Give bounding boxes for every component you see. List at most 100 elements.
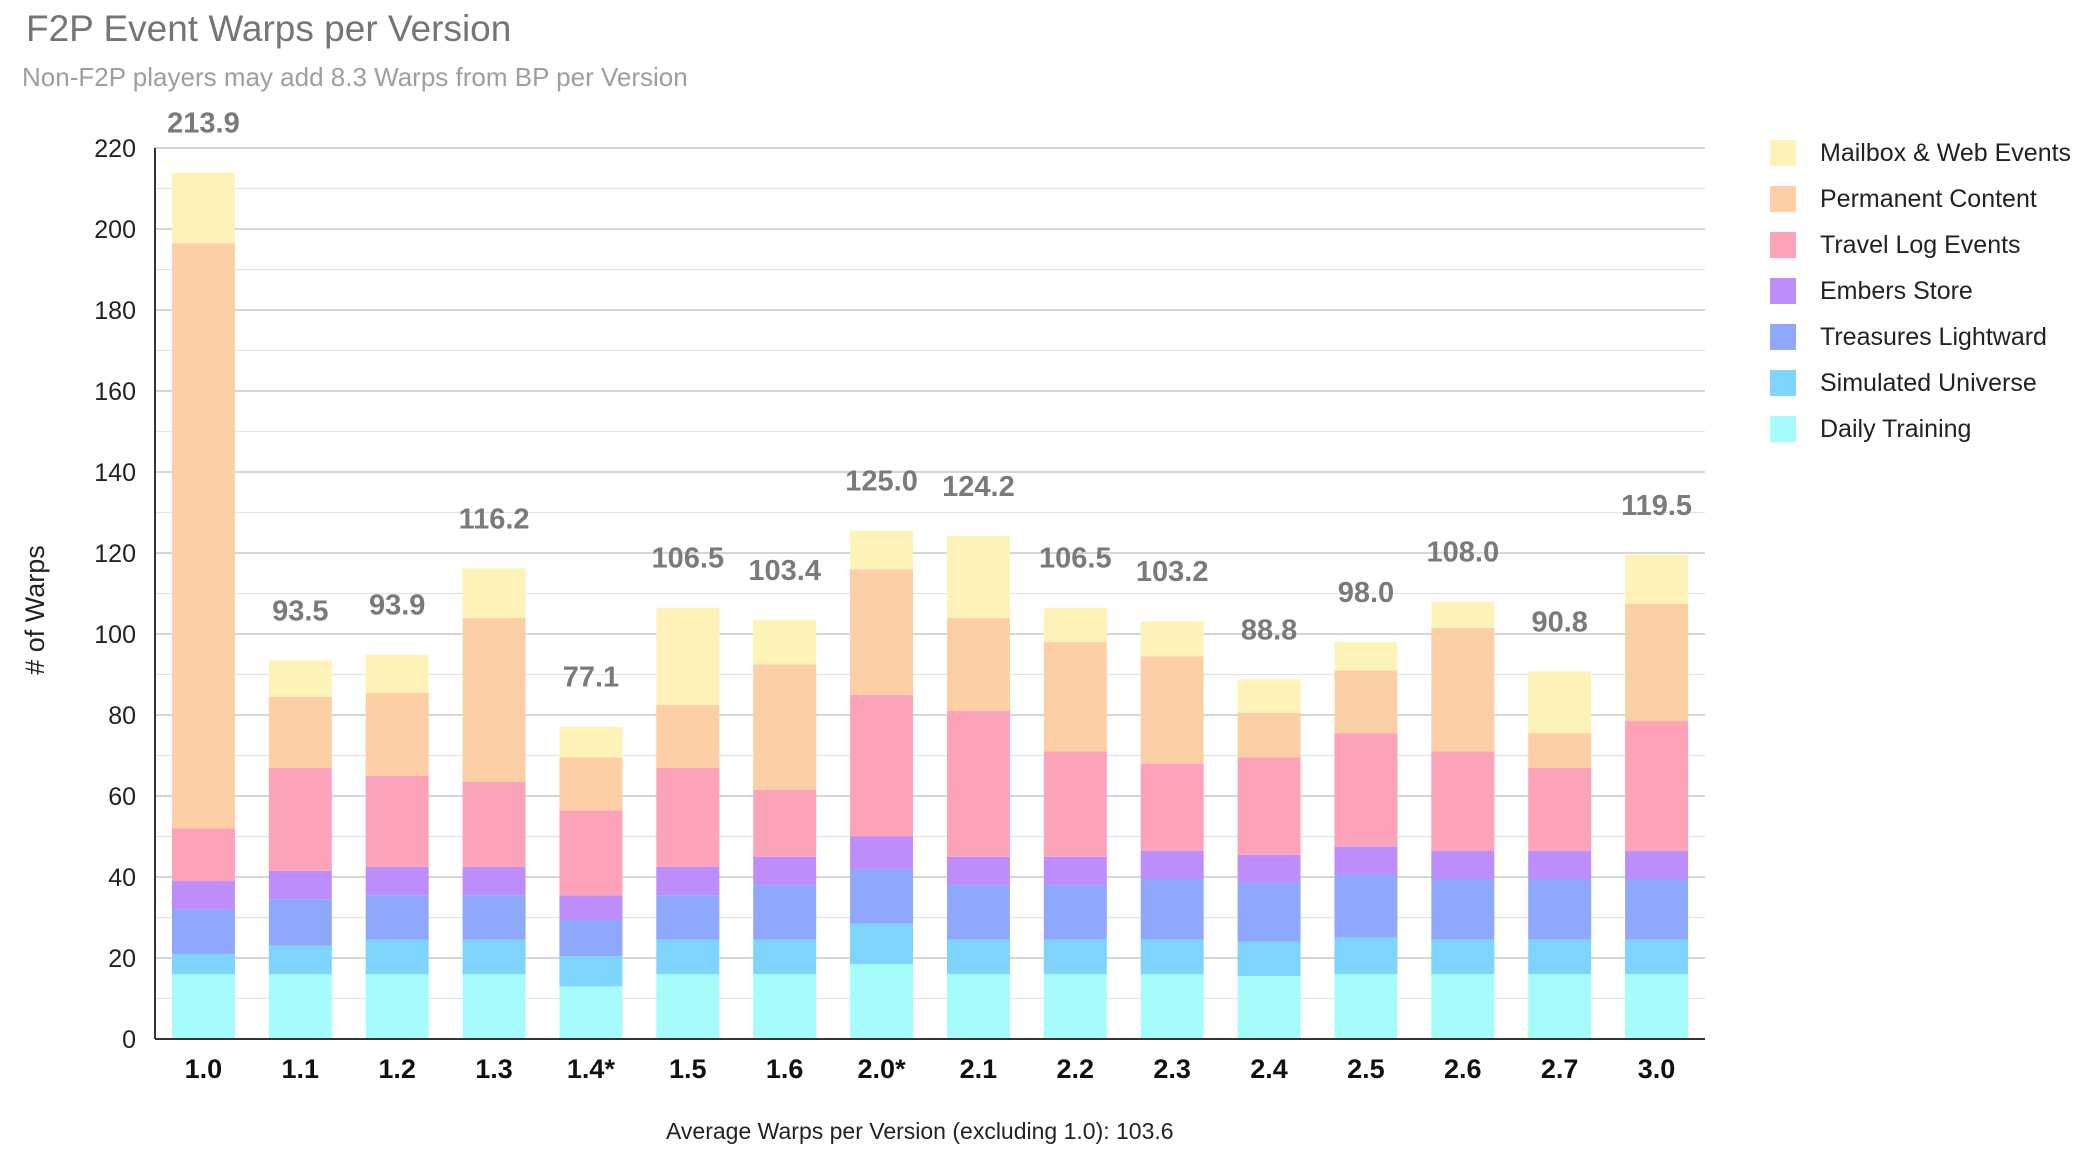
x-tick-label: 1.5 [669,1054,707,1084]
bar-total-label: 125.0 [845,466,918,498]
x-tick-label: 1.6 [766,1054,804,1084]
legend-swatch [1770,232,1796,258]
y-tick-label: 140 [94,459,136,487]
bar-segment [1625,721,1689,851]
bar-segment [1528,767,1592,851]
bar-segment [1140,850,1204,880]
bar-segment [1140,656,1204,764]
bar-segment [753,789,817,857]
bar-segment [1140,939,1204,975]
legend-swatch [1770,324,1796,350]
bar-segment [753,939,817,975]
x-tick-label: 3.0 [1638,1054,1676,1084]
bar-segment [946,617,1010,711]
bar-segment [462,866,526,896]
bar-segment [171,953,235,975]
bar-segment [365,692,429,776]
legend-item: Permanent Content [1770,176,2071,222]
bar-segment [1528,974,1592,1039]
labels: 1.0 213.9 1.1 93.5 1.2 93.9 1.3 116.2 1.4* 77.1 1.… [167,108,1692,1084]
bar-segment [850,530,914,570]
bar-segment [656,607,720,705]
bar-segment [1043,642,1107,752]
y-tick-label: 0 [122,1026,136,1054]
bar-segment [462,568,526,618]
bar-segment [559,919,623,956]
legend-label: Permanent Content [1820,184,2037,213]
legend-label: Embers Store [1820,276,1973,305]
bar-segment [171,828,235,882]
legend-label: Mailbox & Web Events [1820,138,2072,167]
bar-segment [1237,757,1301,855]
bar-segment [946,974,1010,1039]
bar-segment [1625,879,1689,940]
y-tick-label: 160 [94,378,136,406]
bar-segment [171,974,235,1039]
bar-segment [1043,885,1107,940]
y-tick-label: 180 [94,297,136,325]
bar-segment [656,974,720,1039]
bar-segment [1431,601,1495,628]
bar-total-label: 106.5 [652,543,725,575]
legend-swatch [1770,416,1796,442]
bar-total-label: 116.2 [459,503,530,535]
bar-total-label: 88.8 [1241,614,1297,646]
bar-segment [1140,621,1204,657]
bar-total-label: 119.5 [1621,490,1692,522]
bar-segment [753,856,817,886]
bar-segment [946,939,1010,975]
bar-segment [462,974,526,1039]
y-tick-label: 200 [94,216,136,244]
bar-segment [1625,939,1689,975]
bar-segment [656,704,720,768]
bar-segment [1237,976,1301,1039]
bar-segment [1528,879,1592,940]
legend-item: Mailbox & Web Events [1770,130,2071,176]
bar-segment [1043,974,1107,1039]
bar-segment [462,781,526,867]
chart-title: F2P Event Warps per Version [26,8,512,49]
x-tick-label: 1.1 [282,1054,320,1084]
x-tick-label: 1.4* [567,1054,616,1084]
bar-total-label: 213.9 [167,108,240,140]
bar-segment [462,939,526,975]
bar-segment [656,866,720,896]
bar-total-label: 90.8 [1531,606,1587,638]
bar-total-label: 103.4 [748,555,821,587]
bar-segment [1431,939,1495,975]
bar-segment [656,939,720,975]
bar-segment [850,923,914,965]
legend-item: Embers Store [1770,268,2071,314]
x-tick-label: 1.0 [185,1054,223,1084]
legend-label: Travel Log Events [1820,230,2021,259]
bar-segment [1528,671,1592,734]
bar-segment [946,885,1010,940]
x-tick-label: 2.4 [1250,1054,1288,1084]
bar-segment [1043,939,1107,975]
legend-label: Simulated Universe [1820,368,2037,397]
bar-segment [365,775,429,867]
legend-swatch [1770,370,1796,396]
bar-segment [1431,850,1495,880]
axes: 0 20 40 60 80 100 120 140 160 180 200 220 [94,135,1705,1054]
bar-total-label: 103.2 [1136,556,1209,588]
bar-segment [365,895,429,940]
x-tick-label: 2.6 [1444,1054,1482,1084]
bar-segment [1625,974,1689,1039]
bar-segment [1431,627,1495,752]
bar-segment [171,909,235,954]
bar-segment [850,569,914,695]
y-tick-label: 120 [94,540,136,568]
bar-segment [946,710,1010,857]
bar-segment [1237,854,1301,884]
bar-segment [1334,733,1398,847]
legend-swatch [1770,278,1796,304]
legend-item: Travel Log Events [1770,222,2071,268]
y-tick-label: 100 [94,621,136,649]
bar-total-label: 124.2 [942,471,1015,503]
y-tick-label: 40 [108,864,136,892]
bar-segment [365,654,429,693]
bar-segment [268,767,332,871]
bar-segment [1625,850,1689,880]
bar-segment [462,895,526,940]
